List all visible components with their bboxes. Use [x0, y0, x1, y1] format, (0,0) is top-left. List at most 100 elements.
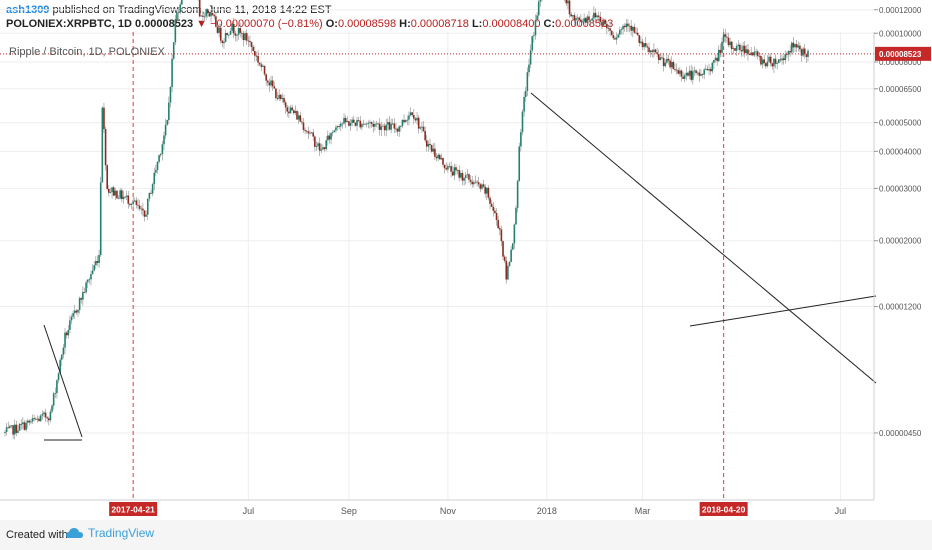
candle[interactable]	[82, 286, 84, 306]
candle[interactable]	[672, 60, 675, 70]
candle[interactable]	[750, 47, 753, 57]
candle[interactable]	[145, 210, 147, 217]
candle[interactable]	[805, 53, 808, 64]
candle[interactable]	[137, 198, 139, 210]
candle[interactable]	[654, 48, 657, 54]
candle[interactable]	[495, 208, 498, 226]
candle[interactable]	[659, 53, 662, 61]
candle[interactable]	[482, 179, 485, 188]
candle[interactable]	[73, 304, 76, 319]
candle[interactable]	[599, 11, 602, 25]
candle[interactable]	[799, 42, 801, 52]
candle[interactable]	[215, 12, 217, 28]
candle[interactable]	[531, 35, 534, 54]
candle[interactable]	[252, 44, 254, 52]
candle[interactable]	[338, 124, 340, 130]
candle[interactable]	[641, 38, 644, 51]
candle[interactable]	[56, 379, 58, 399]
candle[interactable]	[713, 59, 715, 70]
candle[interactable]	[683, 73, 686, 83]
candle[interactable]	[588, 11, 590, 23]
candle[interactable]	[369, 119, 371, 129]
candle[interactable]	[584, 16, 587, 26]
trendline[interactable]	[43, 324, 83, 438]
candle[interactable]	[344, 115, 347, 128]
candle[interactable]	[388, 116, 391, 131]
candle[interactable]	[414, 116, 417, 123]
candle[interactable]	[617, 33, 619, 39]
candle[interactable]	[320, 143, 323, 154]
candle[interactable]	[331, 130, 334, 137]
candle[interactable]	[632, 25, 634, 38]
candle[interactable]	[387, 118, 389, 131]
candle[interactable]	[268, 78, 271, 92]
candle[interactable]	[406, 115, 409, 125]
candle[interactable]	[328, 133, 331, 144]
candle[interactable]	[151, 182, 154, 197]
candle[interactable]	[669, 58, 671, 70]
candle[interactable]	[498, 226, 501, 236]
candle[interactable]	[615, 32, 618, 45]
candle[interactable]	[564, 0, 566, 2]
candle[interactable]	[302, 117, 305, 133]
candle[interactable]	[429, 138, 431, 150]
candle[interactable]	[609, 23, 611, 37]
candle[interactable]	[155, 164, 157, 177]
candle[interactable]	[163, 131, 165, 151]
candle[interactable]	[354, 122, 357, 127]
candle[interactable]	[70, 314, 73, 325]
candle[interactable]	[763, 54, 765, 67]
candle[interactable]	[623, 23, 626, 32]
candle[interactable]	[601, 17, 603, 30]
candle[interactable]	[477, 176, 480, 188]
candle[interactable]	[627, 18, 629, 32]
candle[interactable]	[361, 122, 363, 131]
candle[interactable]	[539, 0, 542, 7]
candle[interactable]	[307, 126, 310, 140]
candle[interactable]	[236, 33, 238, 42]
candle[interactable]	[620, 27, 623, 35]
candle[interactable]	[521, 109, 524, 136]
candle[interactable]	[150, 189, 152, 194]
candle[interactable]	[10, 424, 13, 429]
candle[interactable]	[515, 205, 517, 225]
candle[interactable]	[391, 118, 394, 126]
candle[interactable]	[103, 102, 105, 133]
candle[interactable]	[244, 31, 246, 42]
candle[interactable]	[703, 67, 705, 79]
candle[interactable]	[502, 240, 504, 261]
candle[interactable]	[330, 132, 332, 145]
candle[interactable]	[18, 422, 21, 431]
candle[interactable]	[91, 264, 94, 275]
candle[interactable]	[255, 51, 258, 61]
candle[interactable]	[416, 112, 418, 125]
candle[interactable]	[424, 126, 426, 143]
candle[interactable]	[507, 263, 509, 281]
candle[interactable]	[518, 142, 521, 182]
candle[interactable]	[31, 414, 34, 424]
candle[interactable]	[349, 118, 352, 132]
candle[interactable]	[469, 174, 472, 186]
candle[interactable]	[312, 128, 315, 142]
time-axis[interactable]: Jul Sep Nov 2018 Mar Jul 2017-04-21 2018-04-20	[109, 502, 846, 516]
candle[interactable]	[395, 122, 397, 133]
candle[interactable]	[43, 411, 45, 418]
candle[interactable]	[435, 152, 438, 162]
candle[interactable]	[753, 46, 756, 57]
candle[interactable]	[210, 9, 212, 22]
candle[interactable]	[203, 12, 206, 21]
candle[interactable]	[7, 421, 10, 429]
candle[interactable]	[717, 45, 720, 63]
candle[interactable]	[54, 387, 57, 399]
candle[interactable]	[489, 195, 491, 210]
candle[interactable]	[318, 137, 321, 156]
candle[interactable]	[52, 391, 55, 410]
candle[interactable]	[680, 69, 683, 82]
candle[interactable]	[13, 419, 16, 440]
candle[interactable]	[635, 27, 637, 34]
candle[interactable]	[111, 186, 113, 199]
candle[interactable]	[505, 256, 508, 284]
candle[interactable]	[83, 287, 86, 293]
candle[interactable]	[458, 165, 461, 182]
candle[interactable]	[484, 183, 486, 198]
